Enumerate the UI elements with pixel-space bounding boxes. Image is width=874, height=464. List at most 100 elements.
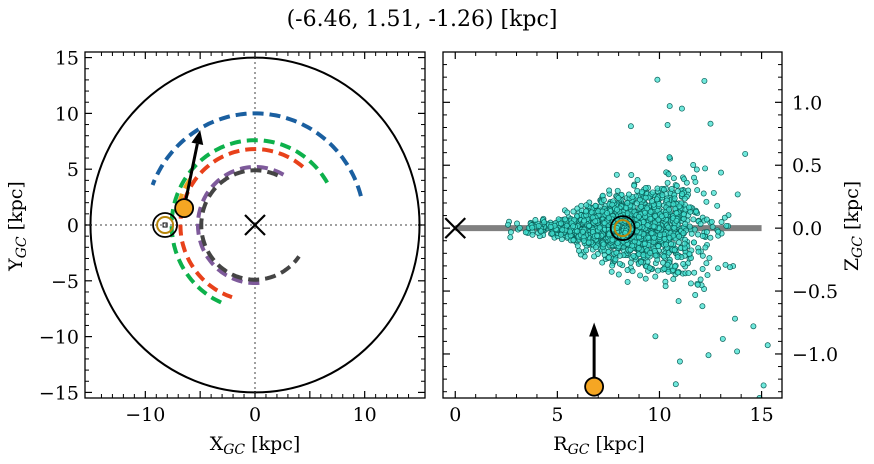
star-point: [697, 221, 704, 227]
star-point: [574, 228, 581, 235]
star-point: [661, 265, 668, 272]
star-point: [635, 245, 642, 252]
star-point: [686, 250, 693, 257]
star-point: [661, 236, 668, 242]
star-point: [559, 226, 566, 233]
star-point: [680, 261, 687, 267]
star-point: [529, 224, 536, 231]
star-point: [652, 213, 659, 219]
right-x-tick-label: 0: [449, 404, 461, 426]
star-point: [707, 120, 714, 127]
star-point: [670, 201, 677, 208]
star-point: [588, 209, 595, 216]
star-point: [691, 239, 697, 246]
velocity-arrow-head: [191, 130, 204, 146]
star-point: [649, 198, 656, 205]
star-point: [608, 268, 615, 275]
star-point: [675, 298, 682, 305]
star-point: [623, 204, 629, 211]
star-point: [570, 237, 577, 244]
left-y-tick-label: 5: [67, 159, 79, 181]
star-point: [734, 191, 741, 198]
left-plot-area: [85, 52, 425, 398]
star-point: [522, 229, 529, 236]
star-point: [538, 228, 544, 235]
star-point: [690, 162, 697, 168]
spiral-arm-5: [199, 168, 301, 282]
star-point: [722, 261, 729, 268]
star-point: [683, 179, 690, 186]
star-point: [652, 252, 659, 259]
star-point: [703, 198, 710, 205]
star-point: [714, 202, 721, 209]
galactic-center-marker: [444, 217, 467, 239]
star-point: [629, 268, 636, 275]
star-point: [655, 267, 661, 274]
star-point: [547, 223, 554, 230]
star-point: [640, 252, 647, 259]
star-point: [680, 230, 687, 237]
star-point: [664, 179, 671, 186]
star-point: [703, 216, 710, 223]
left-y-tick-label: −15: [39, 382, 79, 404]
star-point: [718, 219, 725, 225]
star-point: [650, 223, 657, 230]
star-point: [718, 169, 724, 176]
star-point: [666, 206, 673, 213]
right-x-tick-label: 15: [749, 404, 773, 426]
star-point: [694, 187, 701, 194]
star-point: [681, 195, 688, 202]
star-point: [629, 242, 636, 249]
spiral-arm-3: [178, 147, 305, 300]
star-point: [574, 205, 581, 212]
star-point: [605, 254, 612, 261]
star-point: [613, 171, 620, 178]
left-y-tick-label: 15: [55, 48, 79, 70]
star-point: [615, 271, 622, 278]
star-point: [673, 217, 680, 224]
star-point: [599, 259, 606, 266]
star-point: [612, 256, 619, 263]
sun-marker: [152, 212, 178, 238]
star-point: [665, 171, 672, 178]
star-point: [687, 280, 694, 287]
star-point: [582, 208, 589, 215]
star-point: [541, 219, 548, 226]
star-point: [652, 273, 659, 280]
object-marker: [584, 376, 605, 397]
sun-marker: [613, 219, 632, 238]
star-point: [574, 242, 581, 249]
right-plot-area: [444, 76, 771, 398]
star-point: [678, 105, 685, 112]
left-xlabel: XGC [kpc]: [210, 433, 301, 458]
star-point: [672, 263, 678, 270]
star-point: [674, 269, 681, 276]
right-y-tick-label: 0.5: [792, 155, 822, 177]
star-point: [591, 253, 598, 260]
star-point: [579, 228, 586, 235]
star-point: [702, 244, 709, 251]
star-point: [627, 123, 634, 130]
star-point: [596, 224, 603, 231]
star-point: [764, 342, 771, 349]
star-point: [670, 175, 677, 182]
star-point: [697, 276, 704, 283]
star-point: [624, 267, 631, 273]
star-point: [507, 229, 514, 236]
star-point: [708, 218, 715, 225]
star-point: [601, 220, 608, 227]
star-point: [570, 208, 577, 215]
star-point: [682, 221, 689, 227]
right-ylabel: ZGC [kpc]: [841, 181, 866, 271]
star-point: [549, 230, 556, 237]
star-point: [670, 276, 677, 283]
star-point: [638, 188, 645, 195]
star-point: [562, 216, 568, 223]
star-point: [662, 283, 669, 290]
figure-title: (-6.46, 1.51, -1.26) [kpc]: [287, 7, 558, 32]
star-point: [742, 150, 749, 157]
star-point: [671, 247, 678, 253]
star-point: [702, 165, 709, 172]
star-point: [631, 182, 638, 189]
